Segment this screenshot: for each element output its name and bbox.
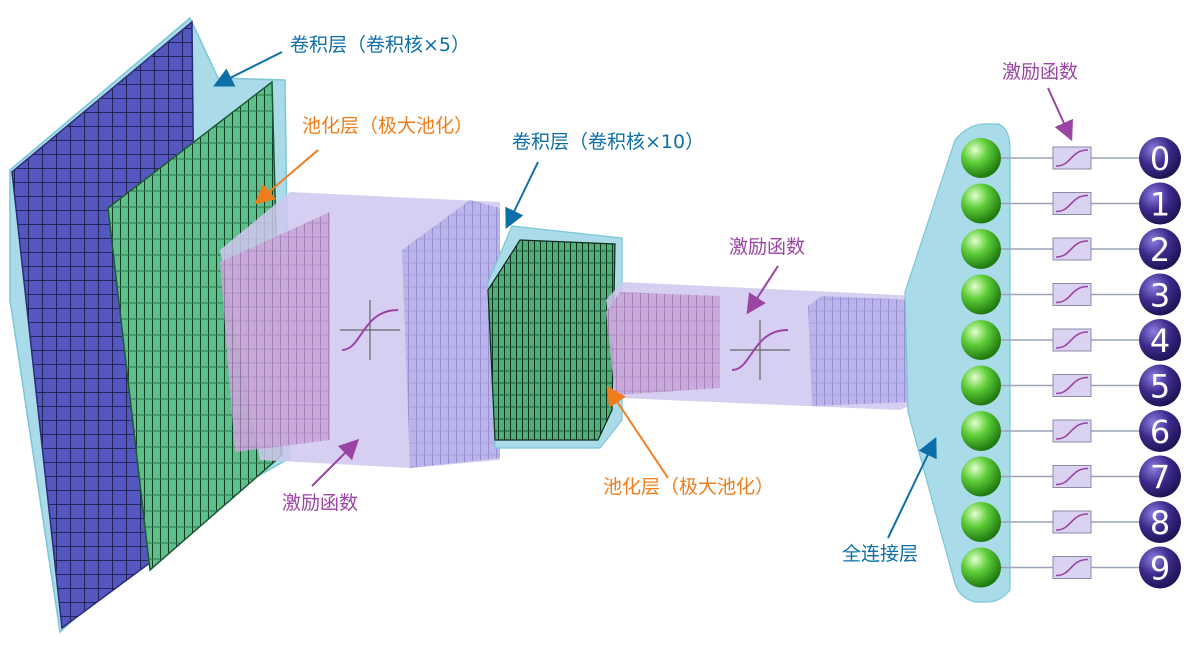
arrow-conv1 (213, 51, 283, 87)
label-conv1: 卷积层（卷积核×5） (290, 34, 471, 56)
fc-neuron (961, 456, 1001, 497)
output-row: 7 (961, 455, 1181, 498)
fc-neuron (961, 229, 1001, 269)
output-node (1139, 364, 1181, 407)
sigmoid-icon (1055, 376, 1089, 395)
fc-neuron (961, 320, 1001, 360)
output-node (1139, 501, 1181, 543)
output-digit: 4 (1150, 322, 1170, 360)
output-row: 1 (961, 182, 1181, 225)
label-pool1: 池化层（极大池化） (302, 115, 474, 137)
sigmoid-icon (1055, 194, 1089, 213)
output-node (1139, 319, 1181, 361)
fc-neuron (961, 547, 1001, 588)
arrow-pool2 (606, 385, 669, 479)
arrow-pool1 (254, 149, 319, 205)
arrow-conv2 (505, 161, 539, 230)
activation-maps-1 (402, 200, 500, 468)
output-digit: 1 (1150, 186, 1170, 224)
output-digit: 3 (1150, 277, 1170, 315)
sigmoid-icon (1055, 422, 1089, 440)
output-node (1139, 228, 1181, 270)
sigmoid-icon (1055, 558, 1089, 577)
output-row: 5 (961, 364, 1181, 407)
fc-neuron (961, 138, 1001, 178)
activation-symbol-1 (340, 300, 400, 360)
sigmoid-icon (1055, 513, 1089, 531)
label-pool2: 池化层（极大池化） (603, 476, 775, 498)
label-act1: 激励函数 (282, 492, 359, 514)
arrow-act3 (1047, 87, 1073, 142)
activation-maps-2 (808, 296, 912, 406)
output-digit: 6 (1150, 413, 1170, 451)
output-node (1139, 455, 1181, 498)
output-node (1139, 546, 1181, 589)
output-node (1139, 410, 1181, 452)
output-digit: 8 (1150, 504, 1170, 542)
sigmoid-icon (1055, 240, 1089, 258)
output-digit: 7 (1150, 459, 1170, 497)
arrow-act2 (746, 265, 779, 315)
label-act3: 激励函数 (1002, 61, 1079, 83)
arrow-fc (887, 436, 937, 539)
output-digit: 9 (1150, 550, 1170, 588)
output-row: 2 (961, 228, 1181, 270)
fc-neuron (961, 411, 1001, 451)
activation-symbol-2 (730, 320, 790, 380)
conv2-feature-maps (487, 239, 616, 441)
sigmoid-icon (1055, 331, 1089, 349)
fc-neuron (961, 274, 1001, 315)
label-act2: 激励函数 (729, 236, 806, 258)
output-row: 9 (961, 546, 1181, 589)
fc-neuron (961, 502, 1001, 542)
output-node (1139, 182, 1181, 225)
pool2-feature-maps (606, 292, 720, 395)
output-digit: 0 (1150, 140, 1170, 178)
label-conv2: 卷积层（卷积核×10） (512, 131, 705, 153)
output-row: 6 (961, 410, 1181, 452)
sigmoid-icon (1055, 285, 1089, 304)
sigmoid-icon (1055, 149, 1089, 167)
output-row: 0 (961, 137, 1181, 179)
output-digit: 5 (1150, 368, 1170, 406)
fully-connected-layer: 0 1 2 3 4 5 6 7 8 9 (961, 137, 1181, 589)
output-row: 8 (961, 501, 1181, 543)
output-node (1139, 137, 1181, 179)
arrow-act1 (311, 438, 360, 487)
fc-neuron (961, 183, 1001, 224)
output-row: 3 (961, 273, 1181, 316)
sigmoid-icon (1055, 467, 1089, 486)
fc-neuron (961, 365, 1001, 406)
pool1-feature-maps (220, 212, 330, 452)
output-row: 4 (961, 319, 1181, 361)
output-digit: 2 (1150, 231, 1170, 269)
label-fc: 全连接层 (842, 543, 919, 565)
output-node (1139, 273, 1181, 316)
